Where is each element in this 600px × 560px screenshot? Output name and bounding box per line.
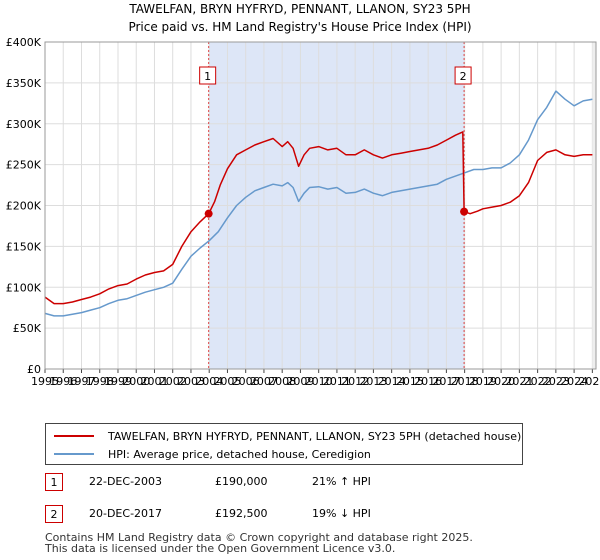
x-tick-label: 2013 — [359, 375, 387, 388]
sale-point — [204, 209, 213, 218]
price-chart: TAWELFAN, BRYN HYFRYD, PENNANT, LLANON, … — [6, 2, 600, 388]
x-tick-label: 2025 — [578, 375, 600, 388]
legend: TAWELFAN, BRYN HYFRYD, PENNANT, LLANON, … — [45, 423, 523, 465]
y-tick-label: £0 — [27, 363, 41, 376]
transaction-price: £192,500 — [215, 507, 268, 520]
transaction-date: 20-DEC-2017 — [89, 507, 163, 520]
x-tick-label: 1995 — [31, 375, 59, 388]
transaction-hpi: 21% ↑ HPI — [312, 475, 371, 488]
x-tick-label: 2008 — [268, 375, 296, 388]
hpi-line — [44, 90, 593, 317]
sale-marker-label: 2 — [460, 70, 467, 83]
y-tick-label: £100K — [6, 281, 42, 294]
x-tick-label: 1997 — [67, 375, 95, 388]
x-tick-label: 2015 — [396, 375, 424, 388]
x-tick-label: 2022 — [524, 375, 552, 388]
x-tick-label: 2003 — [177, 375, 205, 388]
x-tick-label: 2014 — [378, 375, 406, 388]
sale-marker-label: 1 — [204, 70, 211, 83]
x-tick-label: 2012 — [341, 375, 369, 388]
x-tick-label: 2010 — [305, 375, 333, 388]
x-tick-label: 2021 — [505, 375, 533, 388]
footer-licence: This data is licensed under the Open Gov… — [45, 542, 396, 555]
sale-marker-box — [199, 66, 217, 85]
x-tick-label: 2019 — [469, 375, 497, 388]
x-tick-label: 2011 — [323, 375, 351, 388]
transaction-price: £190,000 — [215, 475, 268, 488]
legend-item-hpi: HPI: Average price, detached house, Cere… — [54, 445, 371, 463]
x-tick-label: 2018 — [451, 375, 479, 388]
x-tick-label: 1996 — [49, 375, 77, 388]
x-tick-label: 2006 — [232, 375, 260, 388]
legend-label-hpi: HPI: Average price, detached house, Cere… — [108, 447, 371, 461]
future-shade — [592, 42, 596, 369]
y-tick-label: £350K — [6, 77, 42, 90]
legend-label-property: TAWELFAN, BRYN HYFRYD, PENNANT, LLANON, … — [108, 429, 522, 443]
x-tick-label: 2024 — [560, 375, 588, 388]
x-tick-label: 2016 — [414, 375, 442, 388]
x-tick-label: 1998 — [86, 375, 114, 388]
x-tick-label: 2007 — [250, 375, 278, 388]
transaction-hpi: 19% ↓ HPI — [312, 507, 371, 520]
x-tick-label: 2020 — [487, 375, 515, 388]
transaction-date: 22-DEC-2003 — [89, 475, 163, 488]
x-tick-label: 2005 — [213, 375, 241, 388]
footer: Contains HM Land Registry data © Crown c… — [45, 532, 473, 554]
y-tick-label: £200K — [6, 200, 42, 213]
x-tick-label: 2009 — [286, 375, 314, 388]
y-tick-label: £400K — [6, 36, 42, 49]
y-tick-label: £150K — [6, 240, 42, 253]
legend-swatch-property — [54, 435, 94, 437]
chart-title: TAWELFAN, BRYN HYFRYD, PENNANT, LLANON, … — [128, 2, 470, 16]
sale-marker-box — [454, 66, 472, 85]
legend-item-property: TAWELFAN, BRYN HYFRYD, PENNANT, LLANON, … — [54, 427, 521, 445]
transaction-marker: 2 — [45, 505, 63, 523]
plot-border — [44, 41, 597, 370]
x-tick-label: 2004 — [195, 375, 223, 388]
x-tick-label: 2001 — [140, 375, 168, 388]
x-tick-label: 2000 — [122, 375, 150, 388]
sale-point — [460, 207, 469, 216]
transaction-marker: 1 — [45, 473, 63, 491]
chart-subtitle: Price paid vs. HM Land Registry's House … — [128, 20, 471, 34]
property-price-line — [44, 131, 593, 305]
y-tick-label: £300K — [6, 118, 42, 131]
y-tick-label: £250K — [6, 159, 42, 172]
legend-swatch-hpi — [54, 453, 94, 455]
x-tick-label: 2023 — [542, 375, 570, 388]
x-tick-label: 1999 — [104, 375, 132, 388]
footer-copyright: Contains HM Land Registry data © Crown c… — [45, 531, 473, 544]
y-tick-label: £50K — [13, 322, 42, 335]
x-tick-label: 2017 — [432, 375, 460, 388]
x-tick-label: 2002 — [159, 375, 187, 388]
